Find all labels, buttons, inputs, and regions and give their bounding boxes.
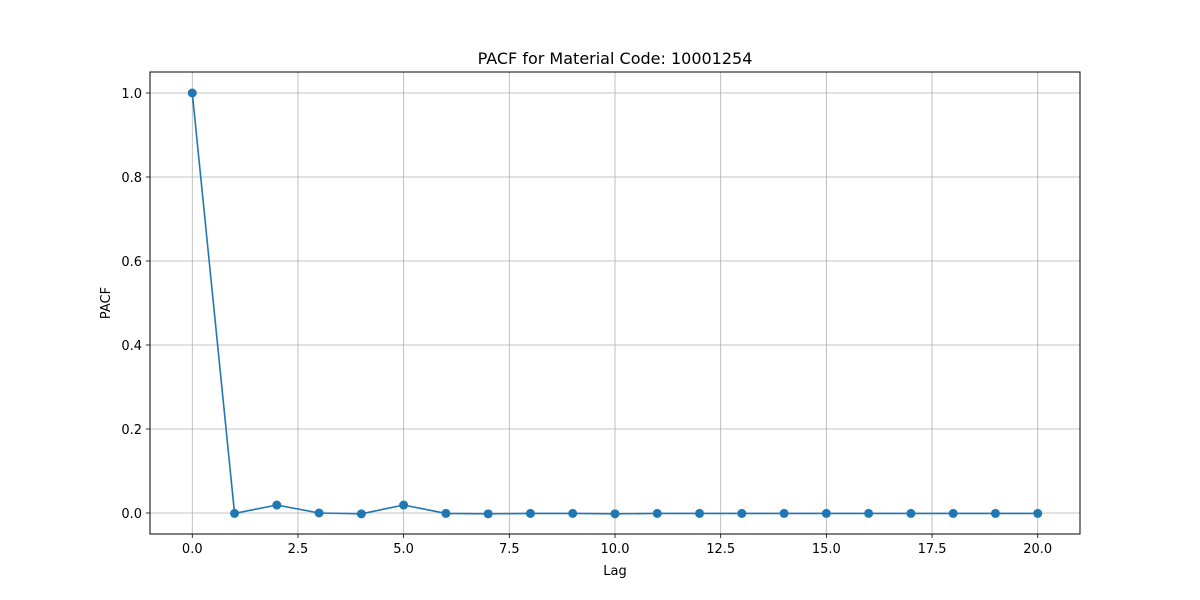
chart-title: PACF for Material Code: 10001254 [478,49,753,68]
series-layer [187,88,1043,519]
x-tick-label: 17.5 [918,542,947,557]
data-point [483,509,493,519]
axis-ticks: 0.0 2.5 5.0 7.5 10.0 12.5 15.0 17.5 20.0 0.0 0.2 0.… [121,87,1052,557]
y-axis-label: PACF [99,287,114,319]
data-point [441,508,451,518]
data-point [568,508,578,518]
data-point [1033,508,1043,518]
y-tick-label: 0.4 [121,339,142,354]
y-tick-label: 0.2 [121,423,142,438]
data-point [187,88,197,98]
data-point [779,508,789,518]
data-point [610,509,620,519]
y-tick-label: 1.0 [121,87,142,102]
y-tick-label: 0.8 [121,171,142,186]
x-tick-label: 10.0 [601,542,630,557]
data-point [695,508,705,518]
x-tick-label: 5.0 [393,542,414,557]
data-point [272,500,282,510]
data-point [399,500,409,510]
x-axis-label: Lag [603,564,626,579]
data-point [864,508,874,518]
x-tick-label: 15.0 [812,542,841,557]
x-tick-label: 20.0 [1023,542,1052,557]
data-point [230,508,240,518]
data-point [821,508,831,518]
y-tick-label: 0.6 [121,255,142,270]
x-tick-label: 7.5 [499,542,520,557]
data-point [356,509,366,519]
data-point [652,508,662,518]
x-tick-label: 12.5 [706,542,735,557]
y-tick-label: 0.0 [121,507,142,522]
data-point [906,508,916,518]
data-point [737,508,747,518]
x-tick-label: 0.0 [182,542,203,557]
data-point [525,508,535,518]
x-tick-label: 2.5 [288,542,309,557]
data-point [990,508,1000,518]
data-point [948,508,958,518]
data-point [314,508,324,518]
